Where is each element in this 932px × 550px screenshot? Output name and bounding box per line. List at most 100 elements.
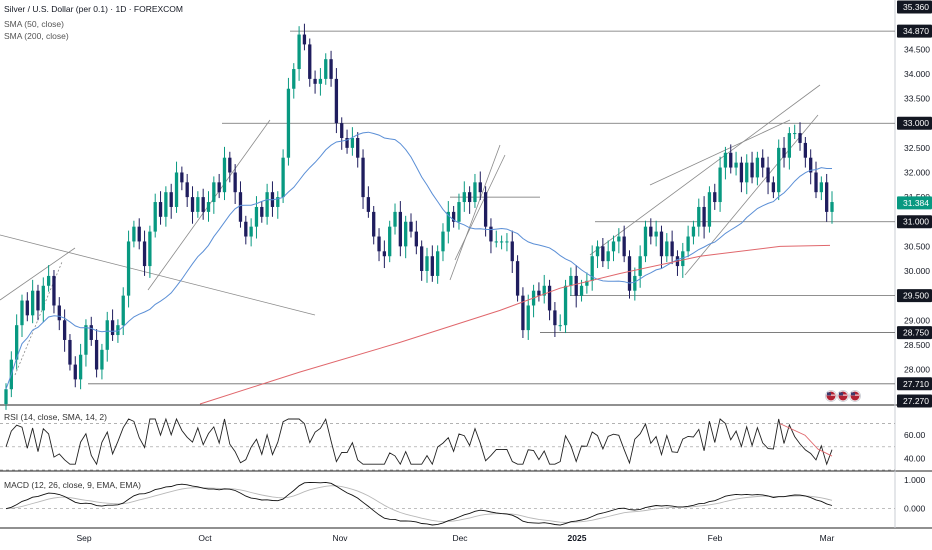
candle-body	[340, 123, 344, 138]
candle-body	[228, 157, 232, 173]
candle-body	[441, 231, 445, 252]
flag-icon[interactable]	[825, 390, 837, 402]
sma50-line	[5, 131, 832, 390]
candle-body	[649, 226, 653, 237]
price-tick-label: 28.500	[904, 340, 930, 350]
candle-body	[62, 320, 67, 340]
candle-body	[94, 339, 99, 370]
candle-body	[659, 231, 664, 257]
candle-body	[329, 59, 333, 79]
candles	[4, 23, 834, 410]
candle-body	[734, 162, 738, 168]
candle-body	[713, 192, 717, 203]
candle-body	[121, 295, 125, 326]
candle-body	[286, 88, 291, 158]
candle-body	[158, 202, 163, 217]
candle-body	[153, 202, 157, 232]
candle-body	[643, 226, 648, 257]
rsi-tick-label: 60.00	[904, 430, 926, 440]
candle-body	[36, 290, 40, 311]
sma200-line	[199, 244, 831, 405]
candle-body	[670, 241, 674, 257]
candle-body	[489, 226, 493, 242]
time-axis: Sep Oct Nov Dec 2025 Feb Mar	[76, 533, 834, 543]
candle-body	[249, 226, 253, 237]
candle-body	[238, 192, 243, 222]
candle-body	[174, 172, 179, 207]
candle-body	[617, 236, 621, 242]
candle-body	[148, 231, 152, 267]
sma50-legend[interactable]: SMA (50, close)	[4, 19, 64, 29]
time-tick-label: Dec	[452, 533, 468, 543]
candle-body	[126, 241, 131, 296]
last-price-label: 31.384	[903, 198, 929, 208]
price-level-tag-label: 28.750	[903, 328, 929, 338]
trendline	[0, 247, 76, 301]
sma200-legend[interactable]: SMA (200, close)	[4, 31, 69, 41]
candle-body	[457, 202, 461, 222]
candle-body	[318, 78, 323, 84]
candle-body	[292, 69, 296, 89]
candle-body	[25, 300, 29, 316]
price-tick-label: 33.500	[904, 94, 930, 104]
price-level-tag	[897, 326, 932, 340]
candle-body	[15, 325, 19, 360]
price-level-tag	[897, 377, 932, 391]
candle-body	[467, 192, 472, 203]
flag-icon-canton	[839, 392, 843, 396]
moving-averages	[5, 131, 832, 405]
candle-body	[787, 133, 792, 158]
candle-body	[521, 295, 525, 331]
candle-body	[819, 182, 823, 193]
price-level-tag-label: 35.360	[903, 2, 929, 12]
candle-body	[100, 349, 104, 370]
candle-body	[68, 339, 72, 365]
price-tick-label: 32.500	[904, 143, 930, 153]
candle-body	[281, 157, 285, 198]
price-level-tag	[897, 116, 932, 130]
candle-body	[414, 231, 418, 247]
candle-body	[825, 182, 829, 212]
candle-body	[388, 226, 392, 257]
candle-body	[382, 251, 387, 257]
flag-icon-canton	[851, 392, 855, 396]
trendline	[589, 84, 821, 256]
candle-body	[41, 285, 45, 311]
candle-body	[73, 364, 77, 380]
price-level-tag	[897, 0, 932, 14]
candle-body	[777, 147, 781, 193]
candle-body	[169, 192, 173, 207]
price-tick-label: 28.000	[904, 365, 930, 375]
event-flags[interactable]	[825, 390, 861, 402]
flag-icon[interactable]	[837, 390, 849, 402]
candle-body	[745, 162, 749, 183]
candle-body	[499, 241, 504, 243]
price-level-tags: 35.360 34.870 33.000 31.000 29.500 28.750 27.7…	[897, 0, 932, 408]
candle-body	[526, 305, 530, 331]
macd-legend[interactable]: MACD (12, 26, close, 9, EMA, EMA)	[4, 480, 141, 490]
candle-body	[308, 44, 312, 79]
candle-body	[265, 192, 269, 217]
symbol-title[interactable]: Silver / U.S. Dollar (per 0.1) · 1D · FO…	[4, 4, 184, 14]
candle-body	[601, 246, 605, 262]
candle-body	[334, 78, 339, 124]
candle-body	[686, 236, 690, 252]
price-level-tag-label: 27.710	[903, 379, 929, 389]
price-level-tag-label: 31.000	[903, 217, 929, 227]
candle-body	[585, 280, 589, 286]
rsi-legend[interactable]: RSI (14, close, SMA, 14, 2)	[4, 412, 107, 422]
candle-body	[116, 325, 120, 336]
candle-body	[809, 157, 813, 173]
time-tick-label: Nov	[332, 533, 348, 543]
price-level-tag-label: 34.870	[903, 26, 929, 36]
candle-body	[563, 285, 568, 326]
flag-icon[interactable]	[849, 390, 861, 402]
trendline	[0, 234, 316, 316]
candle-body	[377, 236, 381, 252]
time-tick-label: Mar	[820, 533, 835, 543]
candle-body	[451, 211, 456, 222]
candle-body	[446, 211, 450, 232]
candle-body	[681, 251, 685, 267]
price-tick-label: 34.000	[904, 69, 930, 79]
